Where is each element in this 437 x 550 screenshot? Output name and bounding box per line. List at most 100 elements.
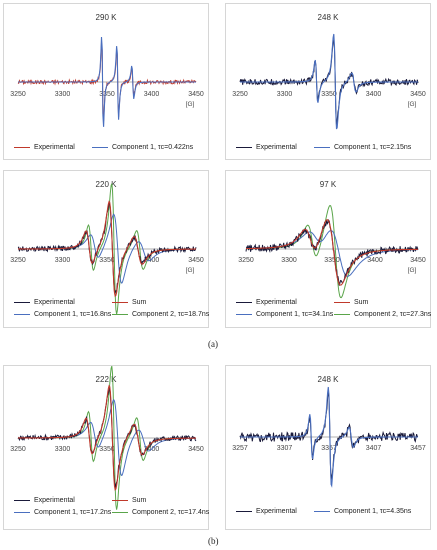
x-tick-label: 3450 — [410, 91, 426, 98]
x-tick-label: 3350 — [321, 91, 337, 98]
legend-swatch — [112, 512, 128, 513]
legend-swatch — [14, 512, 30, 513]
x-tick-label: 3400 — [366, 91, 382, 98]
legend-label: Component 2, τc=17.4ns — [132, 509, 210, 516]
x-tick-label: 3450 — [188, 257, 204, 264]
x-tick-label: 3300 — [55, 446, 71, 453]
chart-title: 248 K — [317, 375, 339, 384]
x-tick-label: 3250 — [238, 257, 254, 264]
x-tick-label: 3300 — [55, 91, 71, 98]
legend-swatch — [236, 314, 252, 315]
chart-panel-220k: 220 K 3250 3300 3350 3400 3450 [G] Experiment… — [3, 170, 209, 328]
legend-item-component-1: Component 1, τc=0.422ns — [92, 144, 193, 151]
x-tick-label: 3350 — [99, 257, 115, 264]
legend-item-sum: Sum — [112, 497, 146, 504]
chart-title: 220 K — [95, 180, 117, 189]
legend-label: Experimental — [256, 299, 297, 306]
chart-panel-248k-b: 248 K 3257 3307 3357 3407 3457 Experimental … — [225, 365, 431, 530]
legend-item-experimental: Experimental — [14, 299, 75, 306]
x-tick-label: 3407 — [366, 445, 382, 452]
x-tick-label: 3307 — [277, 445, 293, 452]
chart-legend: Experimental Component 1, τc=0.422ns — [4, 144, 210, 158]
legend-item-sum: Sum — [334, 299, 368, 306]
series-component-1-line — [240, 386, 418, 488]
x-tick-label: 3257 — [232, 445, 248, 452]
legend-item-experimental: Experimental — [14, 497, 75, 504]
legend-label: Component 2, τc=18.7ns — [132, 311, 210, 318]
legend-swatch — [14, 147, 30, 148]
x-axis-unit: [G] — [186, 267, 195, 274]
legend-swatch — [236, 302, 252, 303]
chart-title: 97 K — [319, 180, 337, 189]
legend-swatch — [92, 147, 108, 148]
legend-label: Sum — [354, 299, 369, 306]
legend-swatch — [14, 314, 30, 315]
figure-label-b: (b) — [208, 536, 219, 546]
x-tick-label: 3450 — [410, 257, 426, 264]
series-component-1-line — [240, 33, 418, 130]
x-tick-label: 3400 — [144, 91, 160, 98]
legend-item-component-1: Component 1, τc=2.15ns — [314, 144, 411, 151]
x-tick-label: 3400 — [144, 257, 160, 264]
chart-title: 248 K — [317, 13, 339, 22]
legend-label: Component 1, τc=16.8ns — [34, 311, 112, 318]
x-axis-unit: [G] — [408, 267, 417, 274]
chart-legend: Experimental Sum Component 1, τc=17.2ns … — [4, 497, 210, 525]
chart-title: 222 K — [95, 375, 117, 384]
legend-swatch — [236, 511, 252, 512]
series-experimental-line — [239, 38, 419, 126]
legend-item-experimental: Experimental — [236, 144, 297, 151]
legend-label: Experimental — [34, 497, 75, 504]
legend-label: Component 2, τc=27.3ns — [354, 311, 432, 318]
legend-swatch — [112, 500, 128, 501]
legend-label: Component 1, τc=2.15ns — [334, 144, 412, 151]
chart-legend: Experimental Component 1, τc=4.35ns — [226, 508, 432, 522]
x-tick-label: 3250 — [10, 91, 26, 98]
x-tick-label: 3300 — [277, 91, 293, 98]
x-tick-label: 3350 — [99, 91, 115, 98]
chart-plot: 3250 3300 3350 3400 3450 [G] — [232, 33, 426, 130]
x-tick-label: 3250 — [10, 446, 26, 453]
legend-swatch — [314, 147, 330, 148]
x-tick-label: 3250 — [10, 257, 26, 264]
legend-item-experimental: Experimental — [14, 144, 75, 151]
chart-plot: 3257 3307 3357 3407 3457 — [232, 386, 426, 488]
legend-swatch — [334, 302, 350, 303]
legend-swatch — [314, 511, 330, 512]
legend-item-component-2: Component 2, τc=27.3ns — [334, 311, 431, 318]
chart-legend: Experimental Component 1, τc=2.15ns — [226, 144, 432, 158]
chart-plot: 3250 3300 3350 3400 3450 [G] — [10, 36, 204, 127]
legend-label: Experimental — [34, 299, 75, 306]
chart-plot: 3250 3300 3350 3400 3450 [G] — [238, 204, 426, 299]
chart-legend: Experimental Sum Component 1, τc=34.1ns … — [226, 299, 432, 327]
legend-item-component-2: Component 2, τc=18.7ns — [112, 311, 209, 318]
x-tick-label: 3400 — [367, 257, 383, 264]
series-sum-line — [18, 200, 196, 298]
x-axis-unit: [G] — [408, 101, 417, 108]
x-tick-label: 3300 — [55, 257, 71, 264]
series-sum-line — [246, 219, 418, 286]
legend-item-experimental: Experimental — [236, 508, 297, 515]
legend-item-component-2: Component 2, τc=17.4ns — [112, 509, 209, 516]
legend-label: Component 1, τc=0.422ns — [112, 144, 194, 151]
x-tick-label: 3357 — [321, 445, 337, 452]
x-tick-label: 3350 — [324, 257, 340, 264]
chart-legend: Experimental Sum Component 1, τc=16.8ns … — [4, 299, 210, 327]
series-sum-line — [18, 384, 196, 492]
legend-label: Experimental — [34, 144, 75, 151]
x-tick-label: 3450 — [188, 446, 204, 453]
x-tick-label: 3457 — [410, 445, 426, 452]
chart-plot: 3250 3300 3350 3400 3450 — [10, 365, 204, 510]
legend-item-component-1: Component 1, τc=34.1ns — [236, 311, 333, 318]
chart-panel-248k: 248 K 3250 3300 3350 3400 3450 [G] Experiment… — [225, 3, 431, 160]
legend-swatch — [112, 314, 128, 315]
chart-panel-290k: 290 K 3250 3300 3350 3400 3450 [G] Experiment… — [3, 3, 209, 160]
legend-swatch — [334, 314, 350, 315]
series-experimental-line — [245, 219, 419, 286]
legend-swatch — [236, 147, 252, 148]
legend-item-component-1: Component 1, τc=17.2ns — [14, 509, 111, 516]
chart-panel-97k: 97 K 3250 3300 3350 3400 3450 [G] Experimenta… — [225, 170, 431, 328]
chart-plot: 3250 3300 3350 3400 3450 [G] — [10, 183, 204, 315]
x-tick-label: 3250 — [232, 91, 248, 98]
series-component-1-line — [18, 36, 196, 127]
